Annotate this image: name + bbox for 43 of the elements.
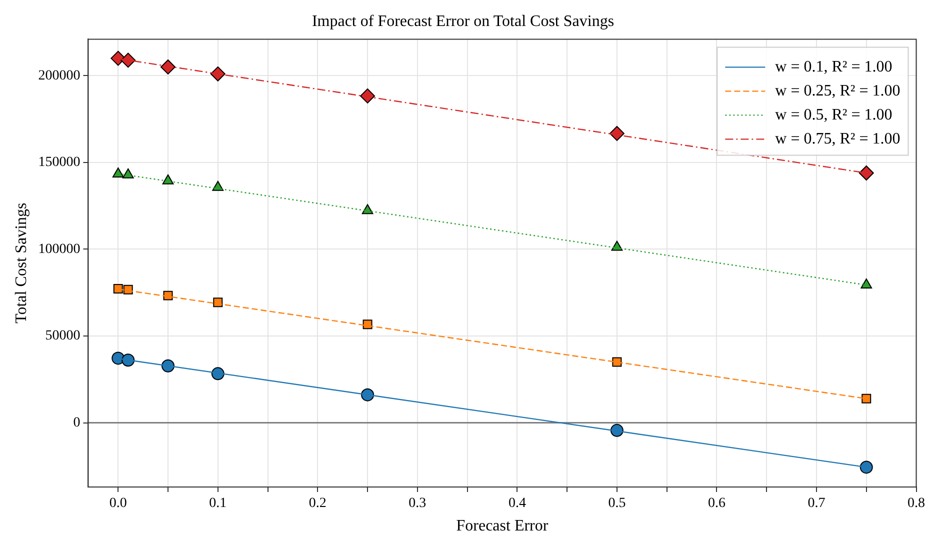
y-tick-label: 50000	[45, 328, 80, 344]
point	[360, 88, 376, 104]
y-tick-label: 150000	[38, 155, 80, 170]
point	[610, 424, 624, 437]
x-tick-label: 0.2	[308, 496, 326, 512]
y-tick-label: 200000	[38, 68, 80, 84]
point	[860, 278, 872, 288]
point	[860, 460, 873, 474]
x-tick-label: 0.5	[608, 496, 626, 512]
x-tick-label: 0.1	[209, 496, 227, 512]
point	[123, 284, 133, 294]
x-tick-label: 0.3	[408, 496, 426, 512]
point	[858, 166, 874, 181]
x-tick-label: 0.4	[508, 496, 526, 512]
point	[612, 357, 622, 367]
legend-label: w = 0.1, R² = 1.00	[775, 58, 892, 76]
legend-label: w = 0.5, R² = 1.00	[775, 106, 892, 124]
legend-label: w = 0.25, R² = 1.00	[775, 82, 900, 100]
y-axis-title: Total Cost Savings	[12, 202, 30, 324]
x-tick-label: 0.6	[708, 496, 726, 512]
point	[160, 59, 176, 74]
point	[862, 394, 872, 404]
x-axis-title: Forecast Error	[456, 518, 549, 535]
point	[162, 174, 174, 184]
y-tick-label: 100000	[38, 242, 80, 257]
point	[212, 180, 224, 191]
legend-label: w = 0.75, R² = 1.00	[775, 130, 900, 148]
point	[210, 66, 226, 82]
point	[609, 126, 624, 141]
point	[362, 204, 374, 214]
point	[213, 298, 223, 308]
y-tick-label: 0	[73, 415, 80, 430]
point	[120, 52, 136, 68]
point	[113, 284, 123, 294]
point	[611, 240, 623, 251]
point	[163, 290, 173, 300]
x-tick-label: 0.0	[109, 496, 127, 512]
point	[122, 168, 134, 178]
x-tick-label: 0.8	[908, 496, 925, 512]
x-tick-label: 0.7	[808, 496, 826, 512]
point	[112, 168, 124, 178]
chart-title: Impact of Forecast Error on Total Cost Savings	[312, 12, 614, 30]
point	[362, 320, 372, 330]
